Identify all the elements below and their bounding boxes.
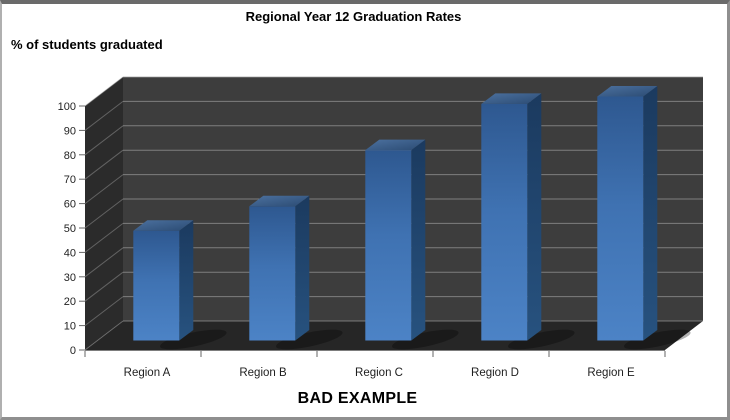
gridline-side [84, 247, 124, 278]
bar-region-c [365, 139, 459, 350]
bar-shadow [508, 329, 575, 350]
y-tick-label: 10 [64, 321, 76, 333]
y-tick-label: 70 [64, 174, 76, 186]
gridline-side [84, 198, 124, 229]
x-category-label: Region A [124, 367, 171, 379]
bar-side-face [179, 220, 194, 341]
bar-region-a [133, 220, 227, 350]
y-tick-label: 20 [64, 296, 76, 308]
bar-region-e [597, 86, 691, 350]
gridline-side [84, 149, 124, 180]
bar-shadow [160, 329, 227, 350]
bar-top-face [481, 93, 542, 104]
x-category-label: Region B [239, 367, 287, 379]
bar-top-face [597, 86, 658, 97]
y-tick-label: 40 [64, 247, 76, 259]
caption-bad-example: BAD EXAMPLE [297, 390, 418, 407]
gridline-side [84, 223, 124, 253]
x-category-label: Region C [355, 367, 403, 379]
bar-shadow [624, 329, 691, 350]
bar-side-face [411, 139, 426, 341]
y-tick-label: 0 [70, 345, 76, 357]
gridline-side [84, 296, 124, 326]
y-tick-label: 50 [64, 223, 76, 235]
y-tick-label: 30 [64, 272, 76, 284]
chart-canvas: 0 10 20 30 40 50 60 70 80 90 100 Region A Region B Re… [58, 76, 703, 379]
bar-shadow [392, 329, 459, 350]
bar-top-face [365, 139, 426, 151]
x-category-label: Region D [471, 367, 519, 379]
gridline-side [84, 76, 124, 107]
bar-front-face [365, 150, 412, 341]
gridline-side [84, 101, 124, 131]
bar-front-face [481, 103, 528, 341]
bar-region-b [249, 195, 343, 350]
bar-shadow [276, 329, 343, 350]
bar-front-face [249, 206, 296, 341]
gridline-side [84, 125, 124, 156]
bar-side-face [527, 93, 542, 341]
gridline-side [84, 320, 124, 351]
y-tick-label: 100 [58, 101, 76, 113]
y-tick-label: 60 [64, 199, 76, 211]
bar-top-face [249, 195, 310, 207]
gridline-side [84, 271, 124, 302]
gridline-side [84, 174, 124, 204]
bar-side-face [295, 195, 310, 341]
y-tick-label: 80 [64, 150, 76, 162]
bar-top-face [133, 220, 194, 231]
y-tick-label: 90 [64, 125, 76, 137]
bar-region-d [481, 93, 575, 350]
y-axis-title: % of students graduated [11, 37, 163, 52]
x-category-label: Region E [587, 367, 635, 379]
bar-front-face [133, 230, 180, 341]
bar-side-face [643, 86, 658, 341]
chart-title: Regional Year 12 Graduation Rates [245, 9, 462, 24]
bar-front-face [597, 96, 644, 341]
